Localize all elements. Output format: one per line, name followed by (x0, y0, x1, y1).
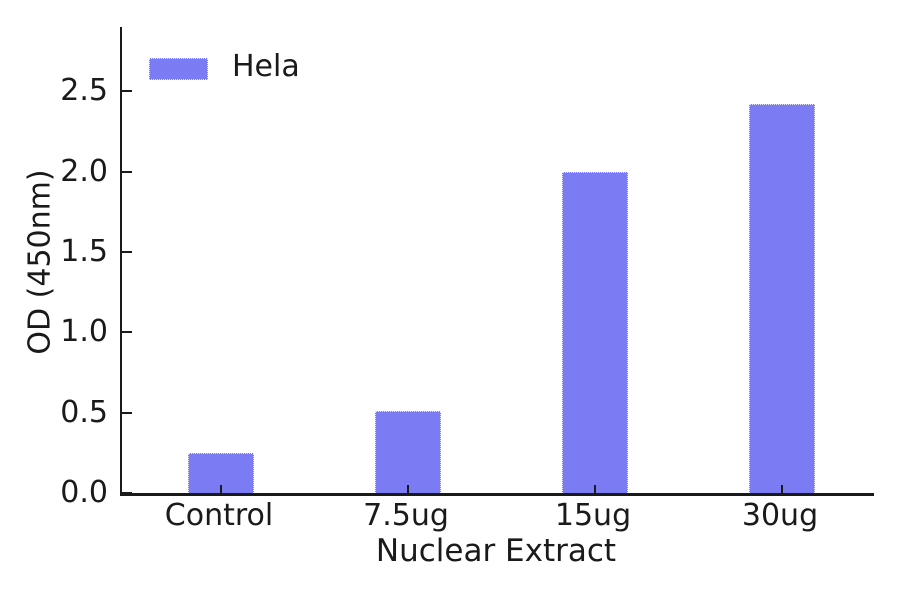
x-axis-label: Nuclear Extract (375, 533, 617, 569)
y-tick-mark (122, 492, 132, 494)
y-tick-label-1.5: 1.5 (60, 234, 108, 269)
legend-series-label: Hela (232, 49, 300, 84)
bar-15ug (562, 172, 628, 493)
y-tick-label-1.0: 1.0 (60, 314, 108, 349)
y-tick-mark (122, 90, 132, 92)
x-tick-label-15ug: 15ug (554, 498, 632, 533)
legend: Hela (149, 52, 300, 82)
x-tick-label-7.5ug: 7.5ug (363, 498, 449, 533)
legend-swatch-icon (149, 57, 208, 80)
x-tick-mark (407, 485, 409, 493)
y-tick-label-0.0: 0.0 (60, 475, 108, 510)
y-tick-mark (122, 412, 132, 414)
y-tick-label-0.5: 0.5 (60, 395, 108, 430)
x-tick-mark (220, 485, 222, 493)
y-tick-label-2.5: 2.5 (60, 73, 108, 108)
bar-30ug (749, 104, 815, 493)
y-tick-label-2.0: 2.0 (60, 154, 108, 189)
x-tick-label-30ug: 30ug (741, 498, 819, 533)
x-tick-mark (594, 485, 596, 493)
y-tick-mark (122, 331, 132, 333)
plot-area: Hela (120, 27, 874, 496)
x-tick-label-control: Control (164, 498, 274, 533)
y-tick-mark (122, 251, 132, 253)
bar-7.5ug (375, 411, 441, 493)
x-tick-mark (781, 485, 783, 493)
y-tick-mark (122, 171, 132, 173)
